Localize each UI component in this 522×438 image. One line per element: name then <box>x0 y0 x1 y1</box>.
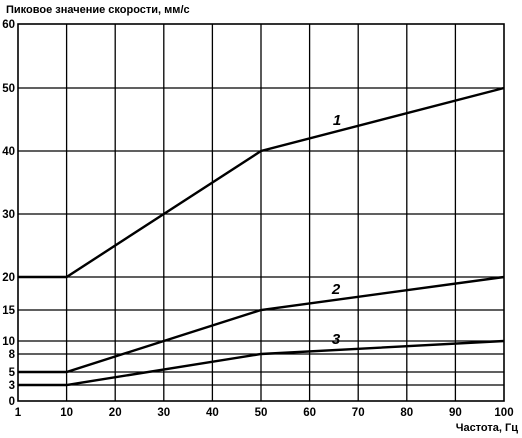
y-tick-label: 15 <box>2 305 15 317</box>
x-tick-label: 70 <box>352 407 365 419</box>
x-tick-label: 30 <box>157 407 170 419</box>
x-tick-label: 10 <box>60 407 73 419</box>
x-tick-label: 90 <box>449 407 462 419</box>
y-tick-label: 8 <box>9 349 16 361</box>
y-tick-label: 60 <box>2 19 15 31</box>
y-axis-title: Пиковое значение скорости, мм/с <box>6 4 190 16</box>
y-tick-label: 3 <box>9 380 15 392</box>
y-tick-label: 30 <box>2 209 15 221</box>
series-label-3: 3 <box>332 331 341 348</box>
series-line-3 <box>18 339 505 387</box>
x-tick-label: 20 <box>109 407 122 419</box>
series-label-2: 2 <box>331 281 341 298</box>
series-line-1 <box>18 86 505 279</box>
x-tick-label: 50 <box>255 407 268 419</box>
series-line-2 <box>18 275 505 374</box>
x-tick-label: 40 <box>206 407 219 419</box>
x-tick-label: 1 <box>15 407 22 419</box>
x-tick-label: 80 <box>400 407 413 419</box>
y-tick-label: 20 <box>2 272 15 284</box>
x-tick-label: 60 <box>303 407 316 419</box>
x-axis-title: Частота, Гц <box>456 422 519 434</box>
y-tick-label: 50 <box>2 83 15 95</box>
y-tick-label: 10 <box>2 336 15 348</box>
x-tick-label: 100 <box>494 407 513 419</box>
series-layer: 1 2 3 <box>18 86 505 387</box>
y-tick-label: 5 <box>9 367 16 379</box>
series-label-1: 1 <box>333 112 341 129</box>
y-tick-label: 0 <box>9 396 15 408</box>
y-tick-label: 40 <box>2 146 15 158</box>
